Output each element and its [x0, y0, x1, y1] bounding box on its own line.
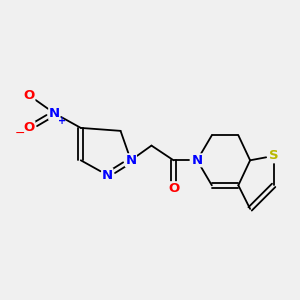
Text: N: N [102, 169, 113, 182]
Text: N: N [49, 107, 60, 120]
Text: O: O [24, 122, 35, 134]
Text: −: − [15, 126, 25, 140]
Text: O: O [24, 89, 35, 102]
Text: S: S [269, 149, 278, 162]
Text: N: N [191, 154, 203, 167]
Text: O: O [168, 182, 179, 195]
Text: +: + [58, 116, 66, 126]
Text: N: N [125, 154, 136, 167]
